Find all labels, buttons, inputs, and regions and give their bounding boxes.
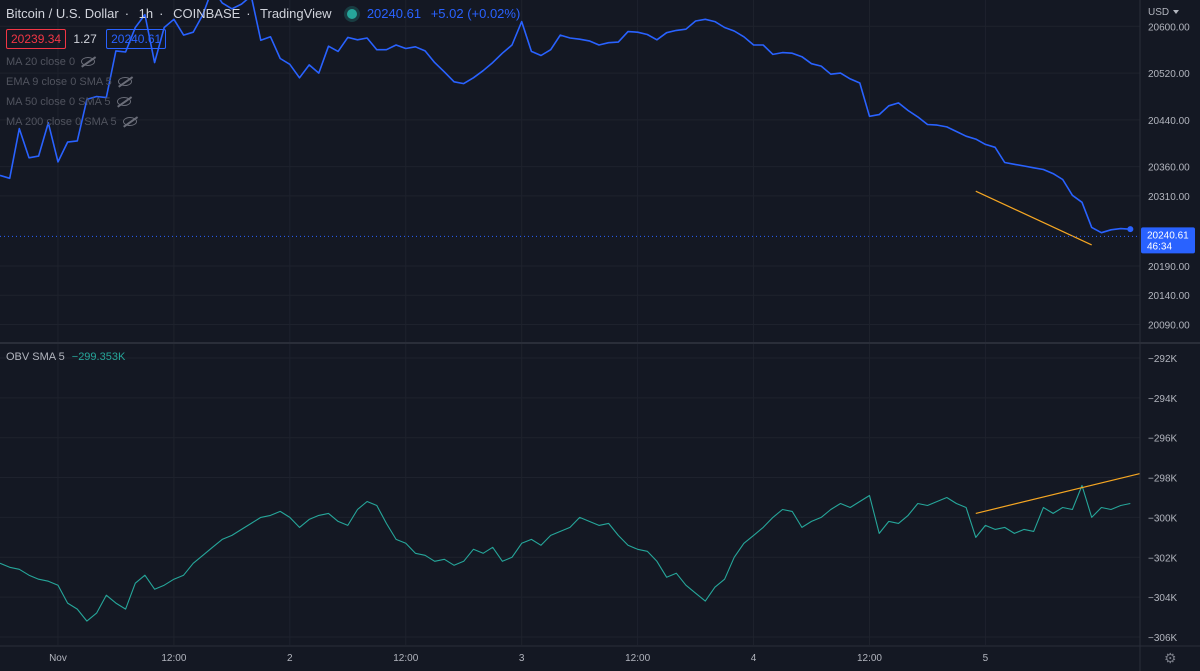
interval-label[interactable]: 1h (138, 6, 154, 21)
obv-tick-label: −304K (1148, 593, 1178, 604)
x-tick-label: 4 (751, 653, 757, 664)
price-tick-label: 20140.00 (1148, 291, 1190, 302)
price-tag-value: 20240.61 (1147, 230, 1189, 241)
obv-value: −299.353K (71, 351, 126, 363)
obv-tick-label: −300K (1148, 513, 1178, 524)
market-open-icon (347, 9, 358, 19)
price-tick-label: 20440.00 (1148, 116, 1190, 127)
indicator-label: MA 50 close 0 SMA 5 (6, 96, 111, 108)
hidden-eye-icon[interactable] (116, 97, 131, 106)
price-tick-label: 20360.00 (1148, 163, 1190, 174)
price-tick-label: 20090.00 (1148, 320, 1190, 331)
obv-tick-label: −298K (1148, 474, 1178, 485)
currency-selector[interactable]: USD (1148, 7, 1179, 18)
last-point-marker (1127, 226, 1134, 233)
hidden-eye-icon[interactable] (117, 77, 132, 86)
bid-ask-row: 20239.34 1.27 20240.61 (6, 29, 170, 49)
last-price: 20240.61 (366, 6, 422, 21)
x-tick-label: 3 (519, 653, 525, 664)
indicator-ma200[interactable]: MA 200 close 0 SMA 5 (6, 116, 137, 128)
x-tick-label: 2 (287, 653, 293, 664)
obv-series-line (0, 484, 1131, 622)
price-tag (1141, 227, 1195, 254)
spread-value: 1.27 (73, 32, 97, 46)
obv-legend[interactable]: OBV SMA 5 −299.353K (6, 351, 125, 363)
price-series-line (0, 0, 1131, 234)
obv-tick-label: −292K (1148, 354, 1178, 365)
obv-tick-label: −302K (1148, 553, 1178, 564)
price-tick-label: 20190.00 (1148, 262, 1190, 273)
hidden-eye-icon[interactable] (122, 117, 137, 126)
x-tick-label: 12:00 (393, 653, 418, 664)
price-trendline (975, 190, 1092, 246)
price-tick-label: 20310.00 (1148, 192, 1190, 203)
indicator-label: MA 20 close 0 (6, 56, 76, 68)
symbol-name[interactable]: Bitcoin / U.S. Dollar (6, 6, 119, 21)
obv-tick-label: −306K (1148, 633, 1178, 644)
indicator-ma20[interactable]: MA 20 close 0 (6, 56, 96, 68)
gear-icon[interactable]: ⚙ (1164, 650, 1177, 666)
obv-tick-label: −294K (1148, 394, 1178, 405)
x-tick-label: 12:00 (161, 653, 186, 664)
obv-tick-label: −296K (1148, 434, 1178, 445)
indicator-label: EMA 9 close 0 SMA 5 (6, 76, 112, 88)
source-label: TradingView (260, 6, 332, 21)
chart-header: Bitcoin / U.S. Dollar · 1h · COINBASE · Tra… (6, 6, 521, 21)
price-change: +5.02 (+0.02%) (430, 6, 521, 21)
exchange-label: COINBASE (173, 6, 241, 21)
price-tag-countdown: 46:34 (1147, 241, 1172, 252)
x-tick-label: Nov (49, 653, 67, 664)
sell-price-button[interactable]: 20239.34 (6, 29, 67, 49)
obv-trendline (975, 472, 1141, 515)
x-tick-label: 12:00 (625, 653, 650, 664)
indicator-ema9[interactable]: EMA 9 close 0 SMA 5 (6, 76, 132, 88)
x-tick-label: 5 (983, 653, 989, 664)
x-tick-label: 12:00 (857, 653, 882, 664)
indicator-label: MA 200 close 0 SMA 5 (6, 116, 117, 128)
price-tick-label: 20600.00 (1148, 22, 1190, 33)
hidden-eye-icon[interactable] (81, 57, 96, 66)
obv-sma: SMA 5 (32, 351, 65, 363)
obv-name: OBV (6, 351, 30, 363)
buy-price-button[interactable]: 20240.61 (106, 29, 167, 49)
price-tick-label: 20520.00 (1148, 69, 1190, 80)
indicator-ma50[interactable]: MA 50 close 0 SMA 5 (6, 96, 131, 108)
